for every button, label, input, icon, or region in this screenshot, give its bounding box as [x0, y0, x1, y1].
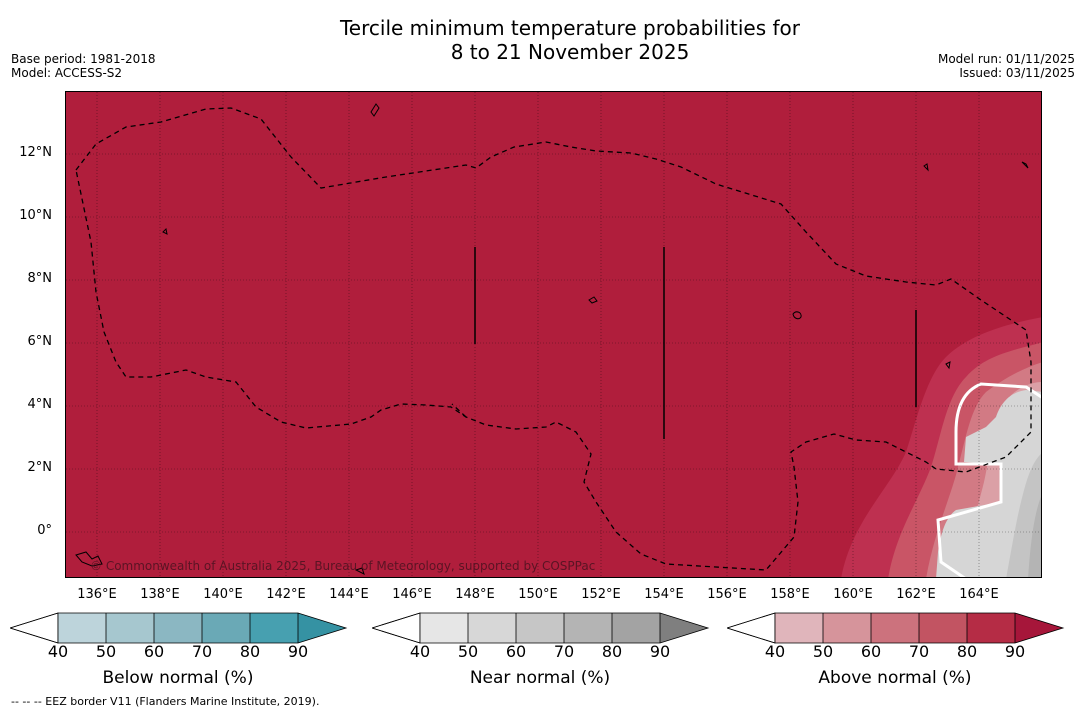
near-tick-40: 40 [409, 642, 431, 661]
lon-tick-164e: 164°E [959, 587, 999, 602]
below-normal-bin-40 [58, 613, 106, 643]
lon-tick-142e: 142°E [266, 587, 306, 602]
above-tick-80: 80 [956, 642, 978, 661]
near-tick-60: 60 [505, 642, 527, 661]
lon-tick-136e: 136°E [77, 587, 117, 602]
model-run-date: Model run: 01/11/2025 [937, 52, 1075, 66]
eez-border [75, 107, 1032, 571]
lon-tick-156e: 156°E [707, 587, 747, 602]
lon-tick-148e: 148°E [455, 587, 495, 602]
below-tick-60: 60 [143, 642, 165, 661]
islands [75, 103, 1029, 575]
near-normal-min-arrow [372, 612, 421, 644]
lat-tick-10n: 10°N [19, 208, 52, 223]
lat-tick-12n: 12°N [19, 145, 52, 160]
near-normal-bin-50 [468, 613, 516, 643]
lon-tick-150e: 150°E [518, 587, 558, 602]
near-tick-80: 80 [601, 642, 623, 661]
above-normal-bin-70 [919, 613, 967, 643]
near-normal-bin-40 [420, 613, 468, 643]
lon-tick-146e: 146°E [392, 587, 432, 602]
lat-tick-2n: 2°N [27, 460, 53, 475]
map-canvas [66, 92, 1041, 577]
below-normal-label: Below normal (%) [102, 668, 254, 688]
map-title-line1: Tercile minimum temperature probabilitie… [339, 16, 801, 40]
above-normal-label: Above normal (%) [818, 668, 972, 688]
lon-tick-154e: 154°E [644, 587, 684, 602]
near-tick-90: 90 [649, 642, 671, 661]
above-normal-colorbar [727, 612, 1065, 644]
lon-tick-138e: 138°E [140, 587, 180, 602]
lon-tick-158e: 158°E [770, 587, 810, 602]
near-normal-bin-80 [612, 613, 660, 643]
near-normal-contour [936, 382, 1041, 577]
below-normal-bin-70 [202, 613, 250, 643]
lon-tick-140e: 140°E [203, 587, 243, 602]
near-tick-70: 70 [553, 642, 575, 661]
near-normal-bin-70 [564, 613, 612, 643]
above-tick-60: 60 [860, 642, 882, 661]
near-normal-label: Near normal (%) [469, 668, 611, 688]
eez-footnote: -- -- -- EEZ border V11 (Flanders Marine… [11, 695, 320, 708]
below-tick-90: 90 [287, 642, 309, 661]
below-normal-bin-50 [106, 613, 154, 643]
lat-tick-8n: 8°N [27, 271, 53, 286]
below-normal-min-arrow [10, 612, 59, 644]
base-period: Base period: 1981-2018 [11, 52, 156, 66]
map-title-line2: 8 to 21 November 2025 [450, 40, 690, 64]
above-normal-min-arrow [727, 612, 776, 644]
near-normal-70-region [1028, 496, 1041, 577]
lat-tick-6n: 6°N [27, 334, 53, 349]
lon-tick-162e: 162°E [896, 587, 936, 602]
below-tick-70: 70 [191, 642, 213, 661]
copyright-notice: © Commonwealth of Australia 2025, Bureau… [90, 559, 596, 573]
issued-date: Issued: 03/11/2025 [959, 66, 1075, 80]
below-normal-max-arrow [298, 613, 346, 643]
above-normal-field [66, 92, 1041, 577]
below-normal-colorbar [10, 612, 348, 644]
above-tick-90: 90 [1004, 642, 1026, 661]
lat-tick-0: 0° [37, 523, 52, 538]
above-normal-bin-60 [871, 613, 919, 643]
near-normal-max-arrow [660, 613, 708, 643]
lon-tick-144e: 144°E [329, 587, 369, 602]
below-tick-40: 40 [47, 642, 69, 661]
below-normal-bin-60 [154, 613, 202, 643]
near-normal-region [936, 390, 1041, 577]
near-tick-50: 50 [457, 642, 479, 661]
graticule [66, 92, 1041, 577]
lon-tick-152e: 152°E [581, 587, 621, 602]
above-normal-max-arrow [1015, 613, 1063, 643]
above-tick-70: 70 [908, 642, 930, 661]
lon-tick-160e: 160°E [833, 587, 873, 602]
model-name: Model: ACCESS-S2 [11, 66, 123, 80]
above-tick-50: 50 [812, 642, 834, 661]
above-normal-bin-40 [775, 613, 823, 643]
above-normal-bin-50 [823, 613, 871, 643]
above-tick-40: 40 [764, 642, 786, 661]
probability-map[interactable]: © Commonwealth of Australia 2025, Bureau… [65, 91, 1042, 578]
near-normal-colorbar [372, 612, 710, 644]
near-normal-bin-60 [516, 613, 564, 643]
below-normal-bin-80 [250, 613, 298, 643]
lat-tick-4n: 4°N [27, 397, 53, 412]
eez-border-segment [451, 403, 467, 418]
below-tick-80: 80 [239, 642, 261, 661]
above-normal-bin-80 [967, 613, 1015, 643]
below-tick-50: 50 [95, 642, 117, 661]
